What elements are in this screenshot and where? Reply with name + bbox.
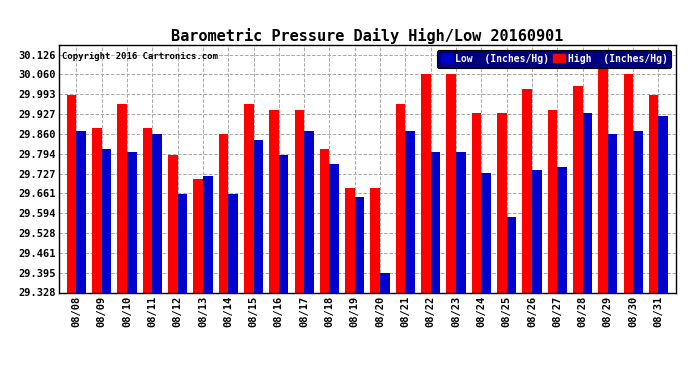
Bar — [345, 188, 355, 292]
Bar — [203, 176, 213, 292]
Bar — [532, 170, 542, 292]
Bar — [371, 188, 380, 292]
Bar — [152, 134, 162, 292]
Bar — [77, 131, 86, 292]
Title: Barometric Pressure Daily High/Low 20160901: Barometric Pressure Daily High/Low 20160… — [171, 28, 564, 44]
Bar — [355, 196, 364, 292]
Bar — [558, 167, 567, 292]
Bar — [658, 116, 668, 292]
Bar — [380, 273, 390, 292]
Bar — [279, 155, 288, 292]
Bar — [193, 179, 203, 292]
Bar — [67, 95, 77, 292]
Bar — [396, 104, 406, 292]
Bar — [431, 152, 440, 292]
Bar — [101, 149, 111, 292]
Bar — [320, 149, 329, 292]
Bar — [649, 95, 658, 292]
Bar — [522, 89, 532, 292]
Bar — [177, 194, 187, 292]
Bar — [127, 152, 137, 292]
Bar — [117, 104, 127, 292]
Bar — [446, 75, 456, 292]
Bar — [456, 152, 466, 292]
Bar — [92, 128, 101, 292]
Bar — [228, 194, 238, 292]
Bar — [219, 134, 228, 292]
Bar — [573, 86, 582, 292]
Bar — [253, 140, 263, 292]
Bar — [624, 75, 633, 292]
Text: Copyright 2016 Cartronics.com: Copyright 2016 Cartronics.com — [61, 53, 217, 62]
Bar — [269, 110, 279, 292]
Bar — [582, 113, 592, 292]
Bar — [304, 131, 314, 292]
Bar — [497, 113, 506, 292]
Bar — [421, 75, 431, 292]
Bar — [295, 110, 304, 292]
Bar — [168, 155, 177, 292]
Bar — [406, 131, 415, 292]
Legend: Low  (Inches/Hg), High  (Inches/Hg): Low (Inches/Hg), High (Inches/Hg) — [437, 50, 671, 68]
Bar — [608, 134, 618, 292]
Bar — [598, 57, 608, 292]
Bar — [244, 104, 253, 292]
Bar — [143, 128, 152, 292]
Bar — [633, 131, 643, 292]
Bar — [472, 113, 482, 292]
Bar — [548, 110, 558, 292]
Bar — [329, 164, 339, 292]
Bar — [506, 217, 516, 292]
Bar — [482, 173, 491, 292]
